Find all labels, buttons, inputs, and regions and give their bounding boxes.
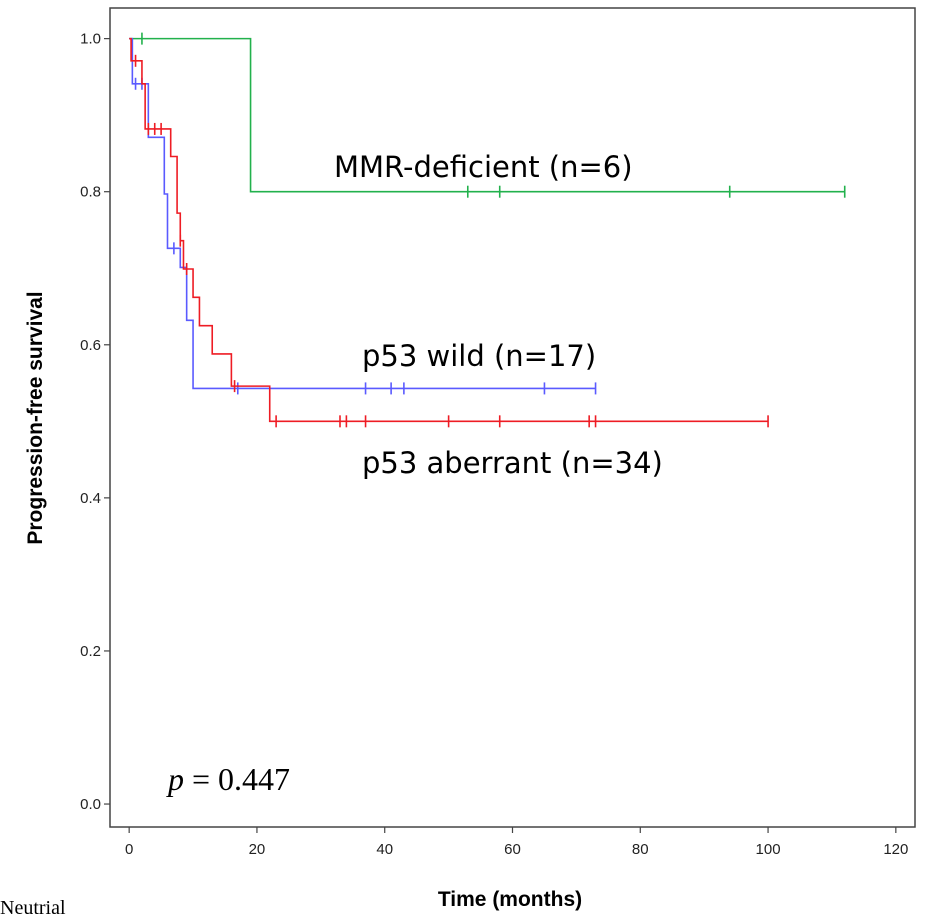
axes: 0 20 40 60 80 100 120 0.0 0.2 0.4 0.6 0.8 1.0 [80, 31, 908, 858]
series-2 [129, 37, 769, 428]
y-tick-label: 0.6 [80, 337, 101, 354]
p-value: = 0.447 [184, 761, 290, 797]
x-tick-label: 0 [125, 841, 133, 858]
y-axis-title: Progression-free survival [24, 291, 47, 544]
y-tick-label: 0.8 [80, 184, 101, 201]
x-tick-label: 20 [249, 841, 266, 858]
annotation-p53-aberrant: p53 aberrant (n=34) [362, 446, 663, 480]
y-tick-label: 0.0 [80, 796, 101, 813]
x-axis-title: Time (months) [438, 888, 582, 911]
series-0 [129, 32, 846, 198]
x-tick-label: 120 [883, 841, 908, 858]
y-tick-label: 0.2 [80, 643, 101, 660]
plot-frame [109, 7, 916, 828]
survival-curve-1 [129, 37, 596, 390]
survival-curve-0 [129, 37, 845, 193]
x-tick-label: 40 [376, 841, 393, 858]
p-symbol: p [166, 761, 184, 797]
curves [129, 32, 846, 428]
y-tick-label: 0.4 [80, 490, 101, 507]
survival-curve-2 [129, 37, 769, 423]
x-tick-label: 80 [632, 841, 649, 858]
x-tick-label: 100 [756, 841, 781, 858]
y-tick-label: 1.0 [80, 31, 101, 48]
footer-text: Neutrial [0, 897, 66, 919]
series-1 [129, 37, 597, 395]
x-tick-label: 60 [504, 841, 521, 858]
annotation-p53-wild: p53 wild (n=17) [362, 339, 596, 373]
p-value-annotation: p = 0.447 [166, 761, 290, 797]
annotation-mmr-deficient: MMR-deficient (n=6) [334, 150, 633, 184]
